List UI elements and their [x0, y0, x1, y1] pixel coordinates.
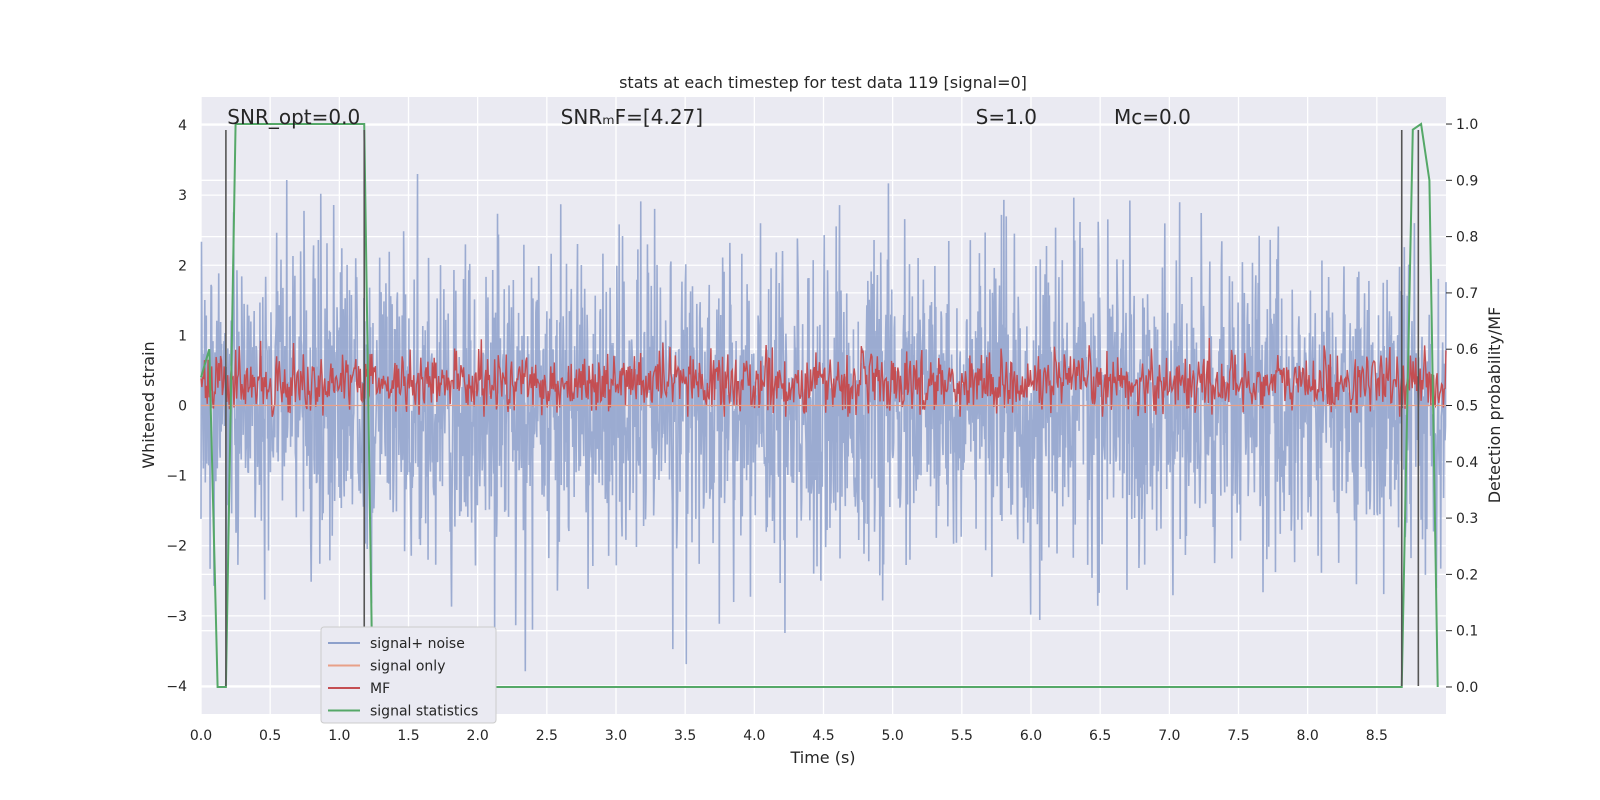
y2-tick-label: 0.0 — [1456, 680, 1478, 696]
y-axis-label: Whitened strain — [139, 341, 158, 468]
y-tick-label: −2 — [166, 539, 187, 555]
x-tick-label: 3.0 — [605, 728, 627, 744]
x-tick-label: 5.5 — [951, 728, 973, 744]
y-tick-label: −4 — [166, 679, 187, 695]
x-tick-label: 7.0 — [1158, 728, 1180, 744]
y-tick-label: 4 — [178, 118, 187, 134]
y2-axis-ticks: 0.0 0.1 0.2 0.3 0.4 0.5 0.6 0.7 0.8 0.9 1.0 — [1446, 117, 1478, 696]
y-tick-label: 1 — [178, 328, 187, 344]
y-tick-label: 3 — [178, 188, 187, 204]
legend-label: signal only — [370, 659, 445, 675]
y2-tick-label: 0.8 — [1456, 230, 1478, 246]
y2-tick-label: 0.1 — [1456, 624, 1478, 640]
y-tick-label: 2 — [178, 258, 187, 274]
y-tick-label: 0 — [178, 399, 187, 415]
x-tick-label: 6.5 — [1089, 728, 1111, 744]
x-axis-ticks: 0.0 0.5 1.0 1.5 2.0 2.5 3.0 3.5 4.0 4.5 5.0 5.5 6.0 6… — [190, 728, 1388, 744]
legend-label: signal statistics — [370, 704, 478, 720]
x-tick-label: 7.5 — [1227, 728, 1249, 744]
x-axis-label: Time (s) — [789, 748, 855, 767]
y-axis-ticks: −4 −3 −2 −1 0 1 2 3 4 — [166, 118, 187, 695]
x-tick-label: 1.0 — [328, 728, 350, 744]
y2-tick-label: 0.2 — [1456, 567, 1478, 583]
x-tick-label: 4.5 — [812, 728, 834, 744]
annotation-text: SNR_opt=0.0 — [227, 105, 360, 129]
y2-tick-label: 1.0 — [1456, 117, 1478, 133]
y2-tick-label: 0.6 — [1456, 342, 1478, 358]
y2-tick-label: 0.7 — [1456, 286, 1478, 302]
x-tick-label: 1.5 — [397, 728, 419, 744]
y2-tick-label: 0.9 — [1456, 173, 1478, 189]
annotation-text: Mᴄ=0.0 — [1114, 105, 1191, 129]
annotation-text: SNRₘF=[4.27] — [561, 105, 703, 129]
legend-label: signal+ noise — [370, 636, 465, 652]
x-tick-label: 4.0 — [743, 728, 765, 744]
x-tick-label: 3.5 — [674, 728, 696, 744]
mf-line — [200, 337, 1447, 417]
mf-series — [200, 337, 1447, 417]
annotation-text: S=1.0 — [976, 105, 1037, 129]
y-tick-label: −1 — [166, 469, 187, 485]
signal-noise-line — [200, 173, 1447, 672]
y-tick-label: −3 — [166, 609, 187, 625]
vertical-markers — [225, 129, 1420, 686]
annotations: SNR_opt=0.0 SNRₘF=[4.27] S=1.0 Mᴄ=0.0 — [227, 105, 1191, 129]
legend-label: MF — [370, 681, 390, 697]
y2-tick-label: 0.3 — [1456, 511, 1478, 527]
x-tick-label: 2.5 — [536, 728, 558, 744]
x-tick-label: 8.5 — [1366, 728, 1388, 744]
x-tick-label: 6.0 — [1020, 728, 1042, 744]
x-tick-label: 0.0 — [190, 728, 212, 744]
x-tick-label: 0.5 — [259, 728, 281, 744]
y2-tick-label: 0.4 — [1456, 455, 1478, 471]
y2-axis-label: Detection probability/MF — [1485, 307, 1504, 504]
x-tick-label: 2.0 — [467, 728, 489, 744]
x-tick-label: 8.0 — [1297, 728, 1319, 744]
x-tick-label: 5.0 — [882, 728, 904, 744]
legend: signal+ noise signal only MF signal statist… — [320, 626, 497, 724]
chart-title: stats at each timestep for test data 119… — [619, 73, 1027, 92]
signal-noise-series — [200, 173, 1447, 672]
legend-box — [320, 626, 497, 724]
y2-tick-label: 0.5 — [1456, 399, 1478, 415]
